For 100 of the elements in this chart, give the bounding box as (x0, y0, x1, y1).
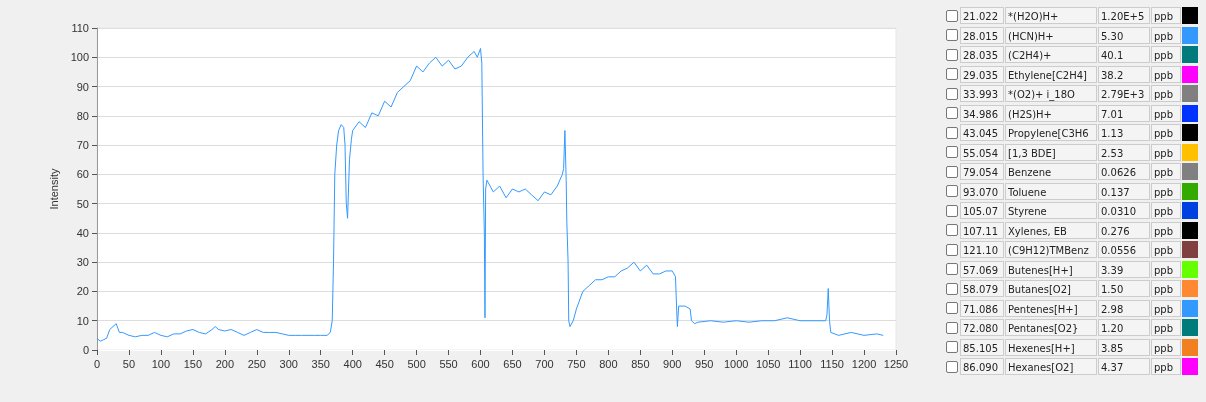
text: ppb (1151, 358, 1181, 376)
x-tick-label: 1100 (788, 357, 812, 370)
text: Ethylene[C2H4] (1005, 65, 1097, 83)
text: 1.20E+5 (1098, 7, 1150, 25)
text: ppb (1151, 280, 1181, 298)
text: ppb (1151, 143, 1181, 161)
text: 0.137 (1098, 182, 1150, 200)
line-series (96, 47, 884, 342)
text: 71.086 (960, 299, 1004, 317)
text: 33.993 (960, 85, 1004, 103)
text: 38.2 (1098, 65, 1150, 83)
text: 79.054 (960, 163, 1004, 181)
text: ppb (1151, 202, 1181, 220)
text: Butanes[O2] (1005, 280, 1097, 298)
y-tick-label: 80 (76, 109, 89, 122)
text: Propylene[C3H6 (1005, 124, 1097, 142)
y-tick-label: 70 (76, 139, 89, 152)
x-tick-label: 450 (375, 357, 394, 370)
text: 107.11 (960, 221, 1004, 239)
text: 72.080 (960, 319, 1004, 337)
x-tick-label: 1050 (755, 357, 781, 370)
text: ppb (1151, 182, 1181, 200)
text: 2.79E+3 (1098, 85, 1150, 103)
text: (H2S)H+ (1005, 104, 1097, 122)
text: ppb (1151, 319, 1181, 337)
text: Hexanes[O2] (1005, 358, 1097, 376)
y-axis-title: Intensity (48, 168, 61, 210)
text: ppb (1151, 85, 1181, 103)
text: ppb (1151, 7, 1181, 25)
text: 57.069 (960, 260, 1004, 278)
text: 86.090 (960, 358, 1004, 376)
y-tick-label: 0 (82, 344, 89, 356)
x-tick-label: 0 (93, 357, 101, 370)
x-tick-label: 350 (311, 357, 330, 370)
text: 121.10 (960, 241, 1004, 259)
text: (C2H4)+ (1005, 46, 1097, 64)
text: Benzene (1005, 163, 1097, 181)
x-tick-label: 500 (407, 357, 426, 370)
x-tick-label: 850 (631, 357, 650, 370)
text: 55.054 (960, 143, 1004, 161)
text: ppb (1151, 241, 1181, 259)
text: ppb (1151, 260, 1181, 278)
text: Toluene (1005, 182, 1097, 200)
text: 1.20 (1098, 319, 1150, 337)
x-tick-label: 150 (183, 357, 203, 370)
text: 1.13 (1098, 124, 1150, 142)
x-tick-label: 1150 (820, 357, 844, 370)
y-tick-label: 10 (76, 314, 89, 327)
y-tick-label: 30 (76, 256, 89, 269)
text: ppb (1151, 46, 1181, 64)
text: Styrene (1005, 202, 1097, 220)
text: ppb (1151, 26, 1181, 44)
x-tick-label: 600 (471, 357, 490, 370)
text: 3.39 (1098, 260, 1150, 278)
text: 2.98 (1098, 299, 1150, 317)
text: Hexenes[H+] (1005, 338, 1097, 356)
x-tick-label: 200 (215, 357, 235, 370)
x-tick-label: 1250 (883, 357, 909, 370)
y-tick-label: 90 (76, 80, 89, 93)
text: ppb (1151, 124, 1181, 142)
text: 2.53 (1098, 143, 1150, 161)
y-tick-label: 110 (71, 22, 89, 34)
x-tick-label: 700 (535, 357, 554, 370)
text: Xylenes, EB (1005, 221, 1097, 239)
x-tick-label: 800 (599, 357, 618, 370)
text: 1.50 (1098, 280, 1150, 298)
text: *(O2)+ i_18O (1005, 85, 1097, 103)
text: 0.0626 (1098, 163, 1150, 181)
text: 58.079 (960, 280, 1004, 298)
text: 28.015 (960, 26, 1004, 44)
y-tick-label: 50 (76, 197, 89, 210)
text: ppb (1151, 221, 1181, 239)
text: (C9H12)TMBenz (1005, 241, 1097, 259)
text: 28.035 (960, 46, 1004, 64)
text: 5.30 (1098, 26, 1150, 44)
text: 40.1 (1098, 46, 1150, 64)
text: 4.37 (1098, 358, 1150, 376)
text: 0.276 (1098, 221, 1150, 239)
text: 21.022 (960, 7, 1004, 25)
text: ppb (1151, 104, 1181, 122)
text: 29.035 (960, 65, 1004, 83)
text: 93.070 (960, 182, 1004, 200)
text: 85.105 (960, 338, 1004, 356)
text: [1,3 BDE] (1005, 143, 1097, 161)
text: (HCN)H+ (1005, 26, 1097, 44)
x-tick-label: 750 (567, 357, 586, 370)
x-tick-label: 100 (151, 357, 171, 370)
x-tick-label: 300 (279, 357, 298, 370)
text: 0.0310 (1098, 202, 1150, 220)
x-tick-label: 1200 (851, 357, 877, 370)
text: *(H2O)H+ (1005, 7, 1097, 25)
y-tick-label: 100 (70, 51, 89, 64)
text: ppb (1151, 163, 1181, 181)
text: Butenes[H+] (1005, 260, 1097, 278)
text: 7.01 (1098, 104, 1150, 122)
text: Pentenes[H+] (1005, 299, 1097, 317)
y-tick-label: 60 (76, 168, 89, 181)
x-tick-label: 50 (122, 357, 136, 370)
y-tick-label: 20 (76, 285, 89, 298)
x-tick-label: 900 (663, 357, 682, 370)
